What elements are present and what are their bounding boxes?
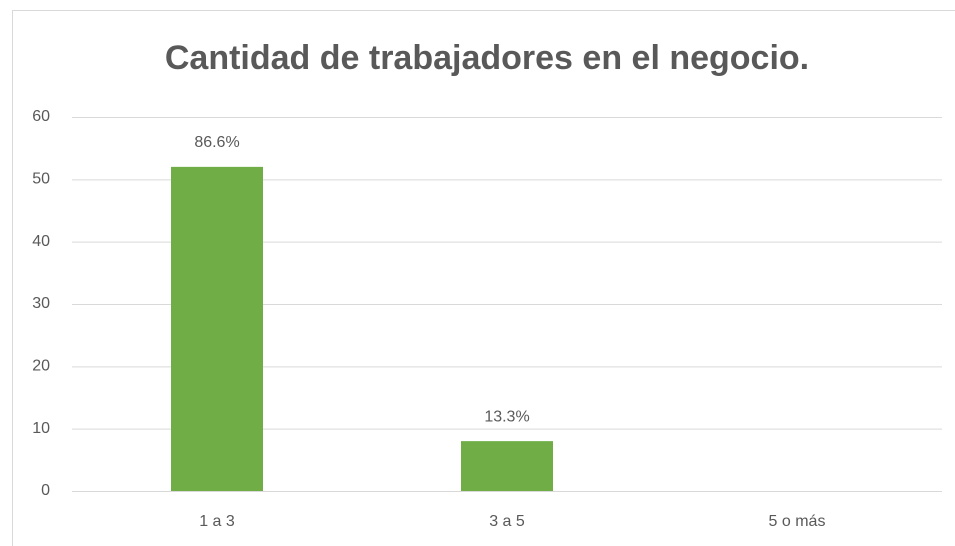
y-tick-label: 10	[32, 420, 50, 437]
y-tick-label: 20	[32, 358, 50, 375]
y-tick-label: 0	[41, 482, 50, 499]
chart-title: Cantidad de trabajadores en el negocio.	[165, 39, 809, 77]
data-label: 13.3%	[484, 408, 529, 425]
bar	[461, 441, 553, 491]
y-tick-label: 50	[32, 171, 50, 188]
y-tick-label: 40	[32, 233, 50, 250]
x-tick-label: 5 o más	[769, 513, 826, 530]
y-tick-label: 60	[32, 108, 50, 125]
bar	[171, 166, 263, 491]
y-tick-label: 30	[32, 295, 50, 312]
data-label: 86.6%	[194, 134, 239, 151]
x-tick-label: 1 a 3	[199, 513, 235, 530]
x-tick-label: 3 a 5	[489, 513, 525, 530]
